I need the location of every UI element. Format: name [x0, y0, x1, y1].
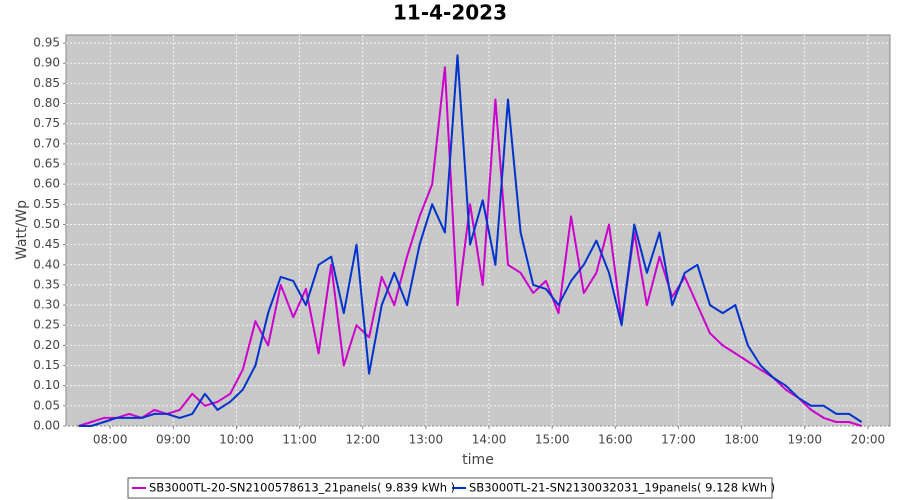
- plot-area: [65, 34, 891, 427]
- x-tick-label: 17:00: [661, 433, 696, 447]
- series-line: [78, 54, 863, 427]
- x-tick-label: 08:00: [93, 433, 128, 447]
- x-tick-label: 16:00: [598, 433, 633, 447]
- legend-label: SB3000TL-21-SN2130032031_19panels( 9.128…: [469, 481, 775, 495]
- y-tick-label: 0.40: [33, 257, 60, 271]
- y-tick-label: 0.00: [33, 419, 60, 433]
- y-tick-label: 0.95: [33, 36, 60, 50]
- chart-title: 11-4-2023: [393, 1, 507, 25]
- y-tick-label: 0.20: [33, 338, 60, 352]
- x-tick-label: 11:00: [282, 433, 317, 447]
- y-tick-label: 0.30: [33, 298, 60, 312]
- y-tick-label: 0.80: [33, 96, 60, 110]
- y-tick-label: 0.25: [33, 318, 60, 332]
- x-tick-label: 09:00: [156, 433, 191, 447]
- x-tick-label: 18:00: [724, 433, 759, 447]
- x-axis-label: time: [462, 452, 494, 468]
- y-tick-label: 0.85: [33, 76, 60, 90]
- y-axis-label: Watt/Wp: [14, 200, 30, 260]
- y-tick-label: 0.70: [33, 136, 60, 150]
- y-tick-label: 0.60: [33, 177, 60, 191]
- y-tick-label: 0.65: [33, 156, 60, 170]
- x-tick-label: 13:00: [409, 433, 444, 447]
- y-tick-label: 0.35: [33, 277, 60, 291]
- y-tick-label: 0.50: [33, 217, 60, 231]
- x-tick-label: 10:00: [219, 433, 254, 447]
- y-tick-label: 0.10: [33, 378, 60, 392]
- x-tick-label: 15:00: [535, 433, 570, 447]
- x-tick-label: 19:00: [787, 433, 822, 447]
- y-tick-label: 0.45: [33, 237, 60, 251]
- legend-box: [127, 477, 773, 499]
- x-tick-label: 20:00: [851, 433, 886, 447]
- x-tick-label: 14:00: [472, 433, 507, 447]
- y-tick-label: 0.55: [33, 197, 60, 211]
- y-tick-label: 0.05: [33, 398, 60, 412]
- x-tick-label: 12:00: [345, 433, 380, 447]
- y-tick-label: 0.75: [33, 116, 60, 130]
- legend-label: SB3000TL-20-SN2100578613_21panels( 9.839…: [149, 481, 455, 495]
- y-tick-label: 0.90: [33, 56, 60, 70]
- y-tick-label: 0.15: [33, 358, 60, 372]
- series-line: [78, 66, 862, 427]
